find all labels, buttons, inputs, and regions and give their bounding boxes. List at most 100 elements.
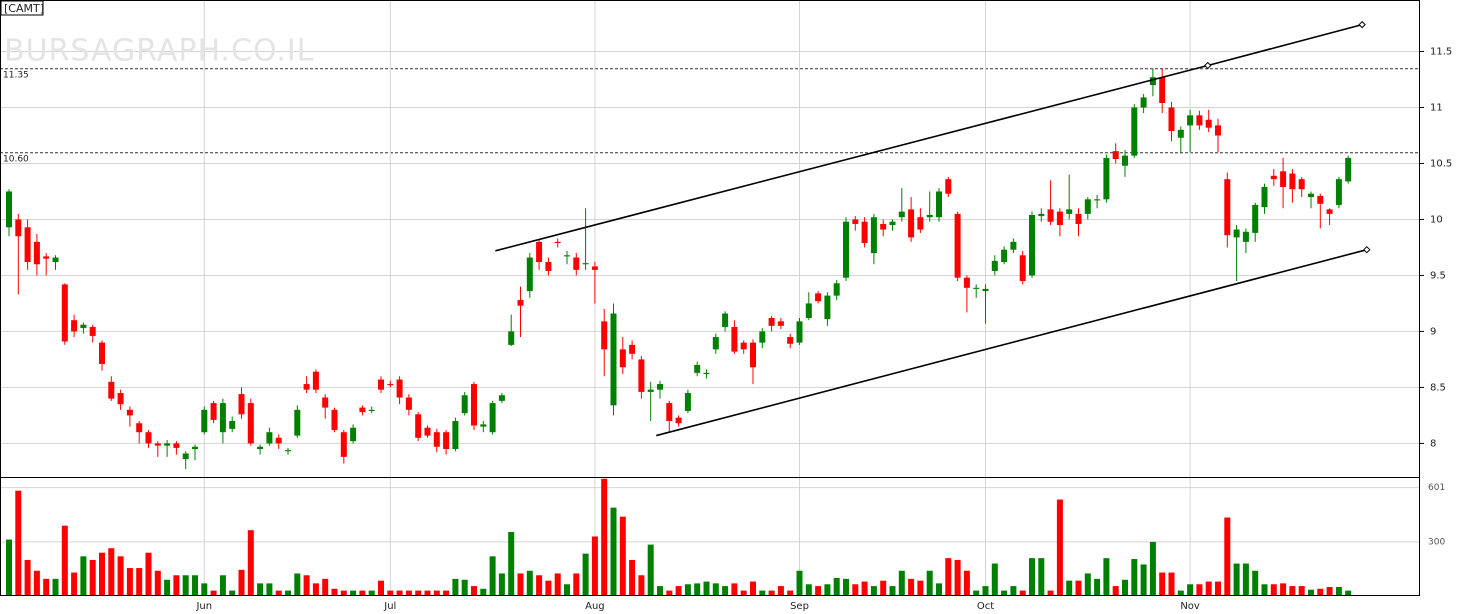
- volume-bar: [1084, 573, 1091, 596]
- trend-handle: [1363, 245, 1371, 254]
- candle-body: [145, 432, 152, 444]
- y-tick-label: 11.5: [1430, 47, 1452, 58]
- candle-body: [554, 241, 561, 243]
- candle-body: [1196, 115, 1203, 126]
- candle-body: [1280, 171, 1287, 187]
- volume-bar: [1010, 586, 1017, 596]
- volume-bar: [824, 584, 831, 596]
- candle-body: [108, 381, 115, 399]
- volume-bar: [99, 552, 105, 596]
- candle-body: [740, 342, 747, 350]
- volume-bar: [219, 575, 226, 596]
- volume-bar: [898, 570, 905, 596]
- volume-bar: [722, 586, 729, 596]
- candle-body: [415, 414, 422, 438]
- volume-bar: [1335, 586, 1342, 596]
- plot-frame: [0, 0, 1420, 596]
- candle-body: [917, 217, 924, 230]
- candle-body: [1122, 155, 1128, 166]
- candle-body: [1187, 115, 1194, 126]
- volume-bar: [908, 578, 915, 596]
- x-tick-label: Jun: [195, 601, 212, 612]
- volume-bar: [1038, 558, 1045, 596]
- candle-body: [852, 219, 859, 224]
- volume-bar: [257, 583, 264, 596]
- volume-bar: [238, 569, 245, 596]
- volume-bar: [1242, 563, 1249, 596]
- volume-bar: [350, 590, 357, 596]
- volume-bar: [340, 590, 347, 596]
- candle-body: [796, 321, 803, 343]
- candle-body: [1242, 231, 1249, 242]
- volume-bar: [489, 556, 496, 596]
- candle-body: [1075, 213, 1082, 224]
- volume-bar: [1261, 584, 1268, 596]
- candle-body: [805, 303, 812, 318]
- candle-body: [294, 409, 301, 436]
- volume-bar: [703, 581, 710, 596]
- volume-bar: [1001, 590, 1008, 596]
- candle-body: [1233, 229, 1240, 238]
- candle-body: [173, 443, 180, 448]
- candle-body: [433, 432, 440, 447]
- volume-bar: [684, 584, 691, 596]
- candle-body: [619, 349, 626, 368]
- candle-body: [405, 397, 412, 410]
- volume-bar: [424, 590, 431, 596]
- candle-body: [1252, 204, 1259, 233]
- volume-bar: [1140, 564, 1147, 596]
- candle-body: [1326, 209, 1333, 214]
- candle-body: [368, 409, 375, 411]
- volume-bar: [852, 584, 859, 596]
- candle-body: [1103, 157, 1110, 200]
- volume-bar: [266, 583, 273, 596]
- candle-body: [238, 394, 245, 415]
- volume-bar: [61, 525, 68, 596]
- candle-body: [192, 446, 198, 450]
- candle-body: [210, 403, 217, 420]
- candle-body: [1038, 213, 1045, 217]
- candle-body: [787, 337, 794, 344]
- candle-body: [1177, 129, 1184, 138]
- candle-body: [1149, 77, 1156, 86]
- volume-bar: [15, 490, 22, 596]
- volume-bar: [396, 590, 403, 596]
- title-box: [0, 0, 44, 16]
- volume-bar: [24, 559, 31, 596]
- volume-bar: [1224, 517, 1231, 596]
- volume-bar: [433, 590, 440, 596]
- candle-body: [759, 331, 766, 343]
- candle-body: [331, 409, 338, 430]
- volume-bar: [815, 586, 822, 596]
- candle-body: [1010, 241, 1017, 250]
- candle-body: [573, 257, 580, 270]
- candle-body: [443, 432, 450, 450]
- candle-body: [768, 318, 775, 326]
- candle-body: [945, 179, 952, 194]
- volume-bar: [554, 573, 561, 596]
- candle-body: [750, 342, 756, 368]
- volume-bar: [796, 570, 803, 596]
- volume-bar: [601, 478, 608, 596]
- candle-body: [1084, 199, 1091, 214]
- candle-body: [898, 211, 905, 218]
- volume-bar: [136, 568, 143, 596]
- volume-bar: [415, 590, 422, 596]
- volume-bar: [973, 590, 980, 596]
- volume-bar: [517, 573, 524, 596]
- volume-bar: [126, 568, 133, 596]
- candle-body: [1056, 211, 1063, 226]
- candle-body: [498, 395, 505, 401]
- volume-bar: [303, 575, 310, 596]
- candle-body: [229, 421, 236, 429]
- level-label: 10.60: [3, 154, 29, 164]
- candle-body: [396, 379, 403, 398]
- candle-body: [1335, 179, 1342, 205]
- candle-body: [387, 384, 394, 386]
- candle-body: [1159, 77, 1166, 104]
- volume-bar: [173, 575, 180, 596]
- candle-body: [1289, 173, 1296, 190]
- volume-bar: [480, 588, 487, 596]
- volume-bar: [731, 583, 738, 596]
